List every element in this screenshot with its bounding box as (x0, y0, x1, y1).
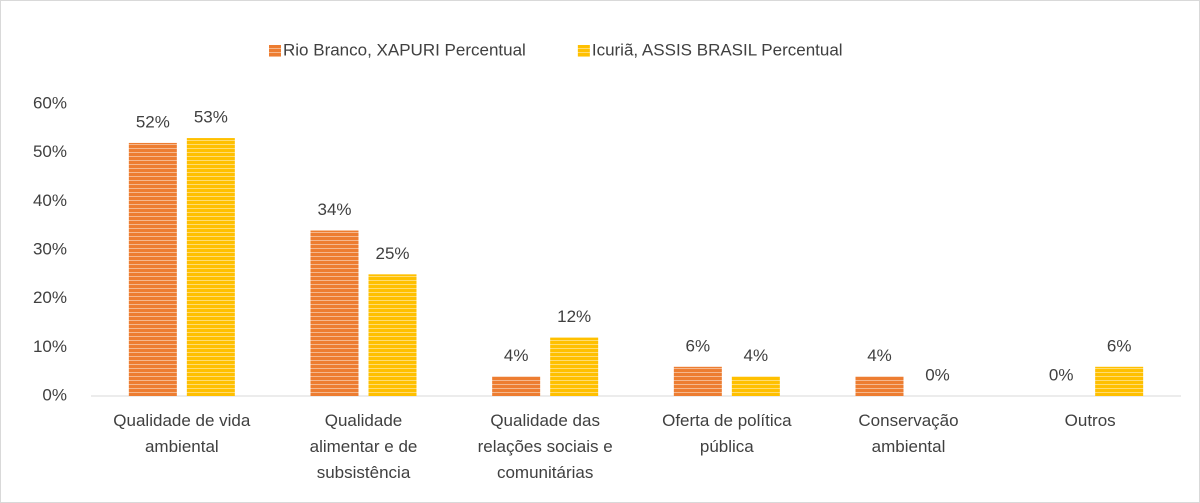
bar (128, 142, 177, 396)
bar (550, 337, 599, 396)
data-label: 52% (136, 112, 170, 131)
y-tick-label: 30% (33, 239, 67, 258)
bar (855, 376, 904, 396)
data-label: 34% (317, 200, 351, 219)
legend-swatch (577, 45, 590, 57)
bar (310, 230, 359, 396)
bar (368, 274, 417, 396)
y-tick-label: 60% (33, 93, 67, 112)
y-tick-label: 0% (42, 385, 67, 404)
x-tick-label: Qualidade de vida ambiental (113, 411, 251, 456)
x-tick-label: Conservação ambiental (858, 411, 959, 456)
data-label: 4% (867, 346, 892, 365)
y-tick-label: 40% (33, 191, 67, 210)
legend-swatch (269, 45, 281, 57)
data-label: 53% (194, 108, 228, 127)
x-tick-label: Outros (1064, 411, 1116, 430)
bar (731, 376, 780, 396)
data-label: 4% (504, 346, 529, 365)
data-label: 12% (557, 307, 591, 326)
y-tick-label: 50% (33, 142, 67, 161)
y-tick-label: 20% (33, 288, 67, 307)
y-tick-label: 10% (33, 337, 67, 356)
bar (186, 138, 235, 397)
x-tick-label: Oferta de política pública (662, 411, 792, 456)
x-tick-label: Qualidade das relações sociais e comunit… (477, 411, 613, 482)
data-label: 6% (1107, 336, 1132, 355)
legend-label: Icuriã, ASSIS BRASIL Percentual (592, 40, 843, 59)
data-label: 0% (925, 365, 950, 384)
x-tick-label: Qualidade alimentar e de subsistência (309, 411, 418, 482)
legend-label: Rio Branco, XAPURI Percentual (283, 40, 526, 59)
bar (673, 366, 722, 396)
data-label: 6% (686, 336, 711, 355)
bar (1095, 366, 1144, 396)
bar (492, 376, 541, 396)
data-label: 25% (375, 244, 409, 263)
data-label: 0% (1049, 365, 1074, 384)
data-label: 4% (744, 346, 769, 365)
